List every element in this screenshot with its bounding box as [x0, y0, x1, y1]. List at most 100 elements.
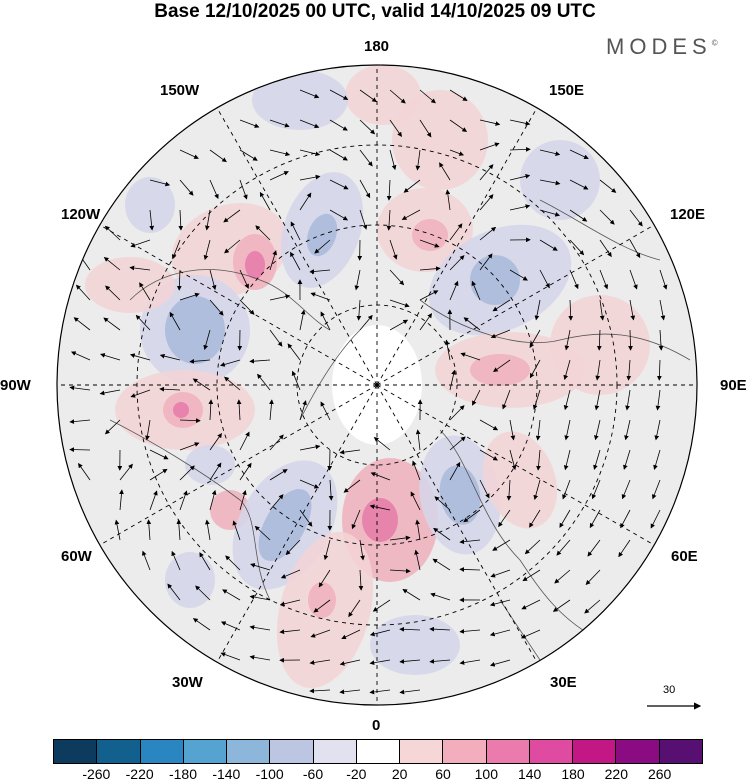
- colorbar-tick-label: -100: [255, 766, 284, 782]
- anomaly-blob: [470, 354, 530, 386]
- wind-vector: [449, 223, 463, 241]
- wind-vector: [259, 191, 271, 211]
- wind-vector: [479, 449, 498, 461]
- wind-vector: [449, 255, 465, 271]
- wind-vector: [269, 294, 291, 301]
- wind-vector: [299, 192, 312, 211]
- wind-vector: [493, 359, 511, 373]
- wind-vector: [559, 509, 571, 528]
- wind-vector: [279, 629, 301, 635]
- wind-vector: [621, 479, 631, 500]
- wind-vector: [539, 239, 558, 251]
- lon-label-150e: 150E: [549, 82, 585, 99]
- wind-vector: [403, 179, 421, 193]
- wind-vector: [239, 269, 249, 289]
- wind-vector: [359, 149, 373, 167]
- wind-vector: [239, 431, 250, 451]
- wind-vector: [291, 370, 301, 391]
- anomaly-blob: [370, 615, 460, 675]
- meridian-line: [99, 384, 378, 546]
- wind-vector: [651, 479, 661, 500]
- colorbar-swatch: [572, 739, 616, 764]
- wind-vector: [176, 269, 182, 291]
- wind-vector: [449, 149, 465, 156]
- wind-vector: [192, 618, 211, 631]
- anomaly-blob: [173, 402, 189, 418]
- wind-vector: [75, 284, 91, 301]
- wind-vector: [236, 399, 242, 421]
- meridian-line: [376, 107, 538, 386]
- wind-vector: [232, 520, 241, 541]
- wind-vector: [479, 164, 494, 181]
- wind-vector: [618, 539, 631, 558]
- wind-vector: [594, 389, 601, 411]
- wind-vector: [471, 280, 481, 301]
- anomaly-blob: [520, 140, 600, 220]
- wind-vector: [299, 479, 320, 489]
- wind-vector: [490, 329, 511, 339]
- wind-vector: [104, 419, 121, 435]
- wind-vector: [287, 343, 301, 361]
- wind-vector: [171, 239, 181, 260]
- colorbar-swatch: [53, 739, 97, 764]
- wind-vector: [328, 479, 334, 501]
- wind-vector: [429, 626, 451, 632]
- wind-vector: [554, 569, 571, 584]
- colorbar-tick-label: -180: [168, 766, 198, 782]
- wind-vector: [562, 479, 571, 500]
- wind-vector: [129, 265, 151, 271]
- meridian-line: [376, 384, 538, 663]
- wind-vector: [320, 401, 331, 421]
- wind-vector: [159, 386, 181, 392]
- wind-vector: [224, 239, 241, 254]
- wind-vector: [591, 479, 601, 500]
- wind-vector: [269, 434, 284, 451]
- wind-vector: [563, 389, 571, 411]
- wind-vector: [145, 419, 151, 441]
- wind-vector: [257, 373, 271, 391]
- wind-vector: [359, 179, 371, 199]
- wind-vector: [399, 626, 421, 632]
- wind-vector: [313, 599, 331, 613]
- wind-vector: [659, 299, 666, 321]
- wind-vector: [399, 659, 421, 664]
- wind-vector: [359, 539, 365, 561]
- wind-vector: [599, 299, 605, 321]
- wind-vector: [205, 519, 211, 541]
- wind-vector: [269, 171, 289, 181]
- brand-mark: ©: [711, 38, 718, 48]
- lon-label-120e: 120E: [670, 206, 706, 223]
- wind-vector: [386, 209, 392, 231]
- wind-vector: [129, 353, 151, 361]
- wind-vector: [492, 299, 511, 312]
- anomaly-blob: [165, 552, 215, 608]
- colorbar: [53, 739, 703, 764]
- wind-vector: [70, 351, 91, 361]
- wind-vector: [654, 419, 661, 441]
- wind-vector: [339, 659, 361, 666]
- wind-vector: [220, 652, 241, 661]
- wind-vector: [656, 359, 662, 381]
- wind-vector: [429, 659, 451, 664]
- wind-vector: [209, 489, 217, 511]
- wind-vector: [249, 654, 271, 661]
- wind-vector: [410, 491, 421, 511]
- wind-vector: [159, 353, 181, 361]
- colorbar-tick-label: 140: [517, 766, 542, 782]
- wind-vector: [522, 569, 541, 582]
- wind-vector: [539, 179, 561, 186]
- wind-vector: [449, 461, 461, 481]
- wind-vector: [299, 119, 320, 129]
- anomaly-blob: [308, 582, 336, 618]
- anomaly-blob: [85, 257, 175, 313]
- wind-vector: [149, 449, 169, 460]
- wind-vector: [299, 89, 320, 99]
- coastline: [129, 269, 331, 331]
- wind-vector: [269, 119, 290, 128]
- wind-vector: [105, 285, 121, 301]
- wind-vector: [386, 179, 392, 201]
- wind-vector: [209, 432, 222, 451]
- lon-label-120w: 120W: [61, 206, 101, 223]
- wind-vector: [479, 419, 499, 431]
